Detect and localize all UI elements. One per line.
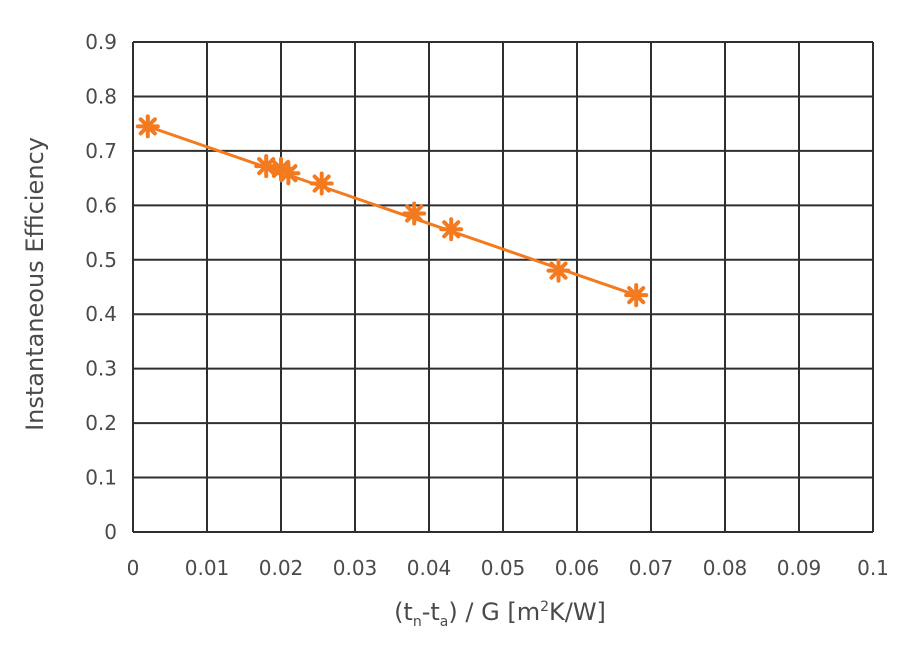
y-tick-label: 0.3: [85, 357, 117, 381]
x-tick-label: 0.07: [629, 556, 674, 580]
x-axis-title-part4: K/W]: [549, 598, 606, 626]
x-axis-title-sup: 2: [540, 599, 549, 615]
x-tick-label: 0.09: [777, 556, 822, 580]
y-tick-label: 0.1: [85, 466, 117, 490]
data-point: [546, 258, 571, 283]
y-tick-label: 0.7: [85, 139, 117, 163]
x-axis-title-sub1: n: [413, 614, 422, 630]
x-tick-label: 0.08: [703, 556, 748, 580]
data-point-stroke: [271, 159, 291, 178]
x-tick-label: 0.04: [407, 556, 452, 580]
data-point: [439, 217, 464, 242]
data-point-stroke: [312, 174, 331, 193]
x-tick-label: 0.01: [185, 556, 230, 580]
x-tick-label: 0.02: [259, 556, 304, 580]
y-tick-label: 0: [104, 520, 117, 544]
data-point-stroke: [627, 286, 646, 305]
data-point: [269, 156, 293, 181]
y-tick-labels: 0 0.1 0.2 0.3 0.4 0.5 0.6 0.7 0.8 0.9: [85, 30, 117, 544]
data-point-stroke: [442, 220, 461, 239]
y-tick-label: 0.5: [85, 248, 117, 272]
x-tick-label: 0.1: [857, 556, 889, 580]
x-axis-title-part1: (t: [394, 598, 413, 626]
x-axis-title-sub2: a: [440, 614, 449, 630]
data-point-stroke: [279, 164, 298, 183]
data-point-stroke: [405, 204, 424, 223]
x-tick-labels: 0 0.01 0.02 0.03 0.04 0.05 0.06 0.07 0.08 0.09 0.1: [127, 556, 889, 580]
x-tick-label: 0.06: [555, 556, 600, 580]
data-point: [624, 283, 649, 308]
x-tick-label: 0: [127, 556, 140, 580]
x-tick-label: 0.03: [333, 556, 378, 580]
x-axis-title: (tn-ta) / G [m2K/W]: [394, 598, 606, 630]
y-tick-label: 0.9: [85, 30, 117, 54]
x-axis-title-part3: ) / G [m: [448, 598, 540, 626]
data-markers: [135, 114, 649, 308]
y-tick-label: 0.6: [85, 193, 117, 217]
data-point: [254, 154, 279, 179]
data-point: [309, 171, 334, 196]
x-axis-title-part2: -t: [422, 598, 440, 626]
data-point: [402, 201, 427, 226]
data-point-stroke: [549, 261, 568, 280]
y-tick-label: 0.8: [85, 84, 117, 108]
data-point-stroke: [138, 117, 157, 136]
data-point: [135, 114, 160, 139]
data-point-stroke: [257, 157, 276, 176]
data-point: [276, 161, 301, 186]
grid: [132, 41, 874, 533]
y-tick-label: 0.4: [85, 302, 117, 326]
y-tick-label: 0.2: [85, 411, 117, 435]
x-tick-label: 0.05: [481, 556, 526, 580]
y-axis-title: Instantaneous Efficiency: [21, 137, 49, 431]
